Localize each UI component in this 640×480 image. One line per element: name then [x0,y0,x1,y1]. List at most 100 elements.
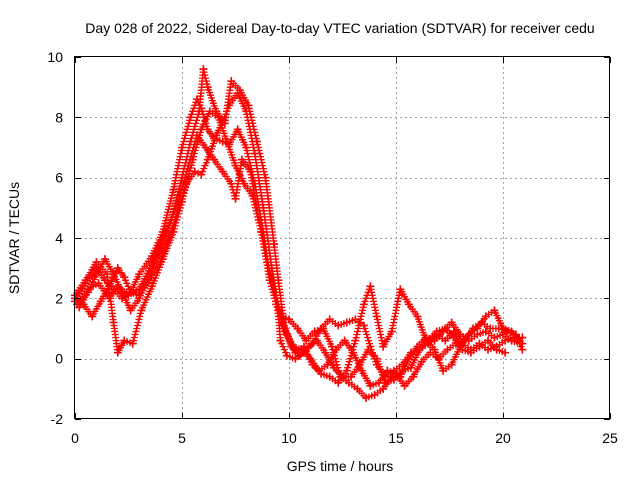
data-point [364,345,373,354]
data-point [92,258,101,267]
data-point [353,384,362,393]
data-point [282,351,291,360]
data-point [175,191,184,200]
data-point [400,381,409,390]
data-point [83,285,92,294]
data-point [210,155,219,164]
data-point [184,161,193,170]
data-point [237,155,246,164]
data-point [103,270,112,279]
y-tick-label: 2 [55,290,63,306]
y-tick-label: 10 [47,49,63,65]
data-point [409,372,418,381]
data-point [387,327,396,336]
data-point [178,143,186,152]
data-point [325,315,334,324]
data-point [169,227,178,236]
data-point [327,342,336,351]
data-point [477,318,486,327]
data-point [233,125,242,134]
data-point [404,300,413,309]
data-point [235,86,244,95]
data-point [321,348,330,357]
data-point [124,291,133,300]
data-point [135,285,144,294]
data-point [169,185,178,194]
data-point [507,327,516,336]
data-point [458,339,467,348]
data-point [312,336,321,345]
x-tick-label: 15 [388,430,404,446]
data-point [329,363,338,372]
data-point [443,345,452,354]
data-point [370,390,379,399]
data-point [197,125,206,134]
data-point [302,336,311,345]
data-point [96,297,105,306]
data-point [255,215,264,224]
data-point [481,327,490,336]
data-point [113,348,122,357]
data-point [372,354,381,363]
data-point [347,372,356,381]
data-point [231,194,240,203]
data-point [383,366,392,375]
data-point [287,342,296,351]
data-point [406,363,415,372]
data-point [492,342,501,351]
data-point [293,324,302,333]
data-point [439,366,448,375]
data-point [158,255,167,264]
data-point [351,336,360,345]
data-point [120,273,129,282]
x-tick-label: 20 [495,430,511,446]
data-point [81,276,90,285]
data-point [186,113,195,122]
x-tick-label: 5 [178,430,186,446]
x-axis-label: GPS time / hours [287,458,394,474]
data-point [295,351,304,360]
data-point [372,312,381,321]
data-point [473,324,482,333]
data-point [148,282,157,291]
data-point [135,270,144,279]
data-point [484,336,493,345]
data-point [325,372,334,381]
data-point [100,255,109,264]
data-point [449,327,458,336]
data-point [342,366,351,375]
data-point [263,258,272,267]
data-series [71,65,527,402]
data-point [366,282,375,291]
data-point [424,339,433,348]
chart-title: Day 028 of 2022, Sidereal Day-to-day VTE… [85,20,594,36]
data-point [252,137,261,146]
data-point [357,366,366,375]
data-point [218,167,227,176]
data-point [415,345,424,354]
data-point [120,336,129,345]
data-point [205,107,214,116]
data-point [137,306,146,315]
data-point [317,369,326,378]
data-point [334,321,343,330]
grid-lines [75,57,610,419]
series-track-5 [73,131,527,387]
data-point [222,137,231,146]
data-point [481,312,490,321]
data-point [381,378,390,387]
data-point [413,312,422,321]
y-tick-label: -2 [51,411,64,427]
data-point [441,324,450,333]
data-point [406,348,415,357]
data-point [128,339,137,348]
data-point [366,381,375,390]
data-point [362,393,371,402]
data-point [501,348,510,357]
data-point [464,330,473,339]
data-point [199,65,208,74]
data-point [486,324,495,333]
y-tick-label: 6 [55,170,63,186]
data-point [203,83,212,92]
